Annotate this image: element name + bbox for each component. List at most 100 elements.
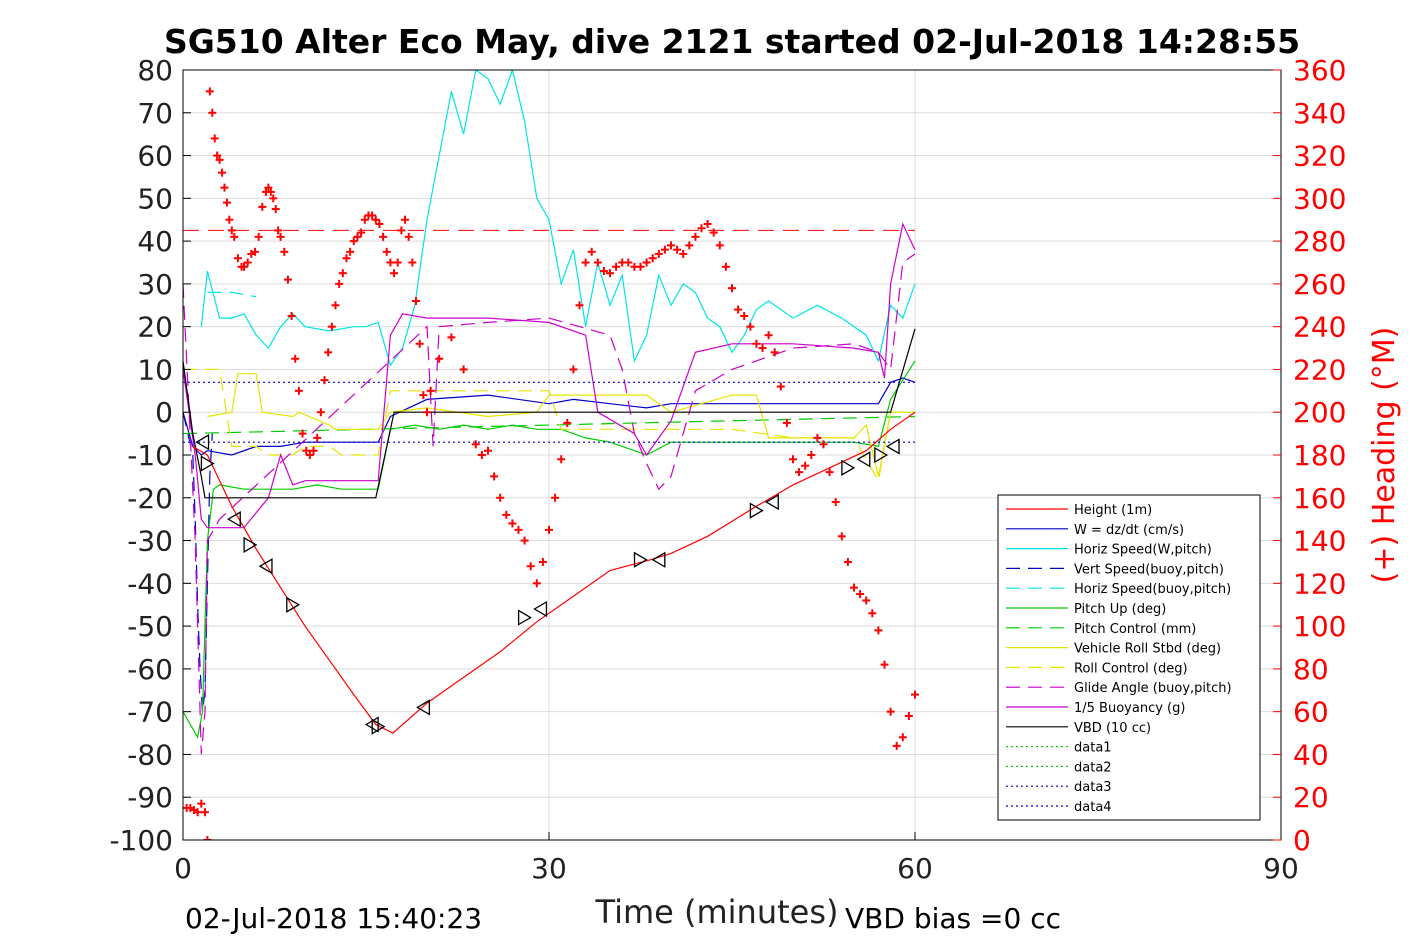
- heading-point: [502, 510, 511, 519]
- heading-point: [250, 247, 259, 256]
- y-tick-label: -30: [127, 525, 173, 558]
- turn-marker: [856, 451, 871, 468]
- heading-point: [230, 232, 239, 241]
- y-tick-label: -100: [109, 824, 173, 857]
- heading-point: [654, 249, 663, 258]
- heading-point: [624, 258, 633, 267]
- heading-point: [746, 322, 755, 331]
- heading-point: [271, 205, 280, 214]
- heading-point: [200, 808, 209, 817]
- heading-point: [563, 418, 572, 427]
- heading-point: [880, 660, 889, 669]
- heading-point: [222, 198, 231, 207]
- turn-marker: [200, 455, 215, 472]
- turn-marker: [885, 438, 900, 455]
- heading-point: [477, 451, 486, 459]
- y-tick-label: -70: [127, 696, 173, 729]
- y-tick-label: 10: [137, 353, 173, 386]
- heading-point: [266, 187, 275, 196]
- series-line-roll-control-deg: [183, 368, 915, 483]
- heading-point: [324, 348, 333, 357]
- x-axis-label: Time (minutes): [595, 893, 839, 931]
- heading-point: [660, 245, 669, 254]
- legend-label: data2: [1074, 760, 1112, 775]
- turn-marker: [286, 596, 301, 613]
- y2-tick-label: 320: [1293, 140, 1346, 173]
- x-tick-label: 30: [531, 852, 567, 885]
- heading-point: [338, 269, 347, 278]
- heading-point: [691, 232, 700, 241]
- heading-point: [203, 836, 212, 840]
- turn-marker: [226, 511, 241, 528]
- heading-point: [302, 446, 311, 455]
- heading-point: [673, 245, 682, 254]
- heading-point: [298, 429, 307, 438]
- heading-point: [393, 258, 402, 267]
- y-tick-label: -10: [127, 439, 173, 472]
- y2-tick-label: 40: [1293, 738, 1329, 771]
- y2-tick-label: 20: [1293, 781, 1329, 814]
- legend-label: Vert Speed(buoy,pitch): [1074, 562, 1224, 577]
- legend-label: data4: [1074, 800, 1112, 815]
- y-tick-label: 60: [137, 140, 173, 173]
- heading-point: [264, 183, 273, 192]
- turn-marker: [764, 493, 779, 511]
- legend-label: Pitch Up (deg): [1074, 602, 1166, 617]
- footer-vbd-bias: VBD bias =0 cc: [845, 902, 1061, 935]
- heading-point: [575, 301, 584, 310]
- y2-tick-label: 80: [1293, 653, 1329, 686]
- heading-point: [843, 557, 852, 566]
- turn-marker: [533, 600, 548, 618]
- y-tick-label: 30: [137, 268, 173, 301]
- heading-point: [874, 626, 883, 635]
- y2-tick-label: 200: [1293, 396, 1346, 429]
- heading-point: [397, 226, 406, 235]
- legend-label: Glide Angle (buoy,pitch): [1074, 681, 1232, 696]
- y2-tick-label: 160: [1293, 482, 1346, 515]
- heading-point: [703, 220, 712, 228]
- legend-label: data1: [1074, 741, 1112, 756]
- y2-tick-label: 340: [1293, 97, 1346, 130]
- heading-point: [801, 461, 810, 470]
- heading-point: [856, 590, 865, 599]
- heading-point: [868, 609, 877, 618]
- heading-point: [349, 237, 358, 246]
- heading-point: [254, 232, 263, 241]
- heading-point: [213, 151, 222, 160]
- heading-point: [287, 311, 296, 320]
- heading-point: [715, 241, 724, 250]
- legend-label: W = dz/dt (cm/s): [1074, 523, 1184, 538]
- heading-point: [642, 258, 651, 267]
- heading-point: [770, 348, 779, 357]
- heading-point: [193, 808, 202, 817]
- heading-point: [831, 498, 840, 507]
- heading-point: [813, 433, 822, 442]
- heading-point: [291, 354, 300, 363]
- heading-point: [471, 440, 480, 449]
- heading-point: [327, 322, 336, 331]
- turn-marker: [633, 551, 648, 568]
- heading-point: [210, 134, 219, 143]
- heading-point: [379, 232, 388, 241]
- heading-point: [227, 226, 236, 235]
- y-tick-label: 40: [137, 225, 173, 258]
- heading-point: [593, 258, 602, 267]
- turn-marker: [195, 434, 210, 451]
- x-tick-label: 0: [174, 852, 192, 885]
- legend: Height (1m) W = dz/dt (cm/s) Horiz Speed(W…: [997, 494, 1261, 821]
- y2-tick-label: 280: [1293, 225, 1346, 258]
- y2-tick-label: 140: [1293, 525, 1346, 558]
- x-tick-label: 90: [1263, 852, 1299, 885]
- y2-tick-label: 300: [1293, 182, 1346, 215]
- heading-point: [776, 382, 785, 391]
- axes: 0 30 60 9080706050403020100-10-20-30-40-50-…: [109, 54, 1346, 885]
- y2-tick-label: 0: [1293, 824, 1311, 857]
- footer-timestamp: 02-Jul-2018 15:40:23: [185, 902, 482, 935]
- y-tick-label: -80: [127, 738, 173, 771]
- heading-point: [208, 108, 217, 117]
- turn-marker: [517, 609, 532, 626]
- heading-point: [636, 262, 645, 271]
- heading-point: [837, 532, 846, 541]
- y2-tick-label: 360: [1293, 54, 1346, 87]
